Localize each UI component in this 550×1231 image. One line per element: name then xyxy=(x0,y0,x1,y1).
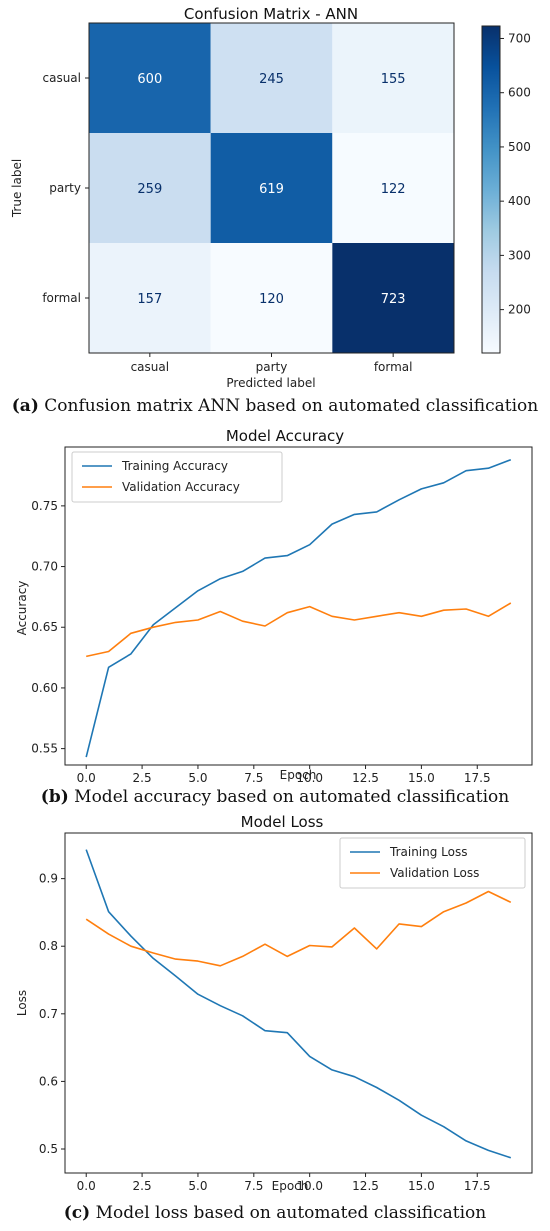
cm-ytick-label: formal xyxy=(42,291,81,305)
loss-ytick-label: 0.7 xyxy=(39,1007,58,1021)
confusion-matrix-panel: Confusion Matrix - ANN 600 245 155 259 619 12… xyxy=(0,0,550,425)
caption-b-text: Model accuracy based on automated classi… xyxy=(68,787,510,807)
accuracy-xtick-label: 12.5 xyxy=(352,771,379,785)
caption-a-tag: (a) xyxy=(11,396,39,416)
accuracy-ytick-label: 0.60 xyxy=(31,681,58,695)
colorbar-tick-label: 600 xyxy=(508,86,531,100)
accuracy-chart: Model Accuracy 0.0 2.5 5.0 7.5 10.0 12.5 15.0 1… xyxy=(15,427,533,785)
accuracy-xtick-label: 17.5 xyxy=(464,771,491,785)
colorbar-tick-label: 400 xyxy=(508,194,531,208)
loss-series-0-line xyxy=(85,849,512,1159)
cm-cell-formal-party xyxy=(210,243,333,353)
caption-b-tag: (b) xyxy=(40,787,69,807)
cm-cell-party-party xyxy=(210,133,333,243)
caption-b: (b) Model accuracy based on automated cl… xyxy=(0,787,550,807)
cm-cell-value: 723 xyxy=(381,292,406,307)
cm-cell-value: 259 xyxy=(137,182,162,197)
accuracy-ytick-label: 0.70 xyxy=(31,560,58,574)
cm-cell-value: 122 xyxy=(381,182,406,197)
cm-cell-value: 155 xyxy=(381,72,406,87)
confusion-matrix-chart: Confusion Matrix - ANN 600 245 155 259 619 12… xyxy=(10,5,531,390)
loss-title: Model Loss xyxy=(241,813,324,831)
accuracy-series-0-line xyxy=(85,458,512,758)
cm-cell-formal-casual xyxy=(89,243,211,353)
accuracy-xtick-label: 5.0 xyxy=(188,771,207,785)
caption-c-tag: (c) xyxy=(63,1203,91,1223)
cm-ylabel: True label xyxy=(10,159,24,218)
accuracy-panel: Model Accuracy 0.0 2.5 5.0 7.5 10.0 12.5 15.0 1… xyxy=(0,425,550,810)
colorbar-tick-label: 700 xyxy=(508,31,531,45)
accuracy-ytick-label: 0.75 xyxy=(31,499,58,513)
accuracy-ylabel: Accuracy xyxy=(15,581,29,636)
colorbar-tick-label: 500 xyxy=(508,140,531,154)
accuracy-legend: Training Accuracy Validation Accuracy xyxy=(71,451,283,503)
cm-xtick-label: party xyxy=(256,360,288,374)
loss-legend: Training Loss Validation Loss xyxy=(339,837,526,889)
accuracy-xtick-label: 10.0 xyxy=(296,771,323,785)
colorbar-tick-label: 300 xyxy=(508,248,531,262)
loss-ytick-label: 0.9 xyxy=(39,872,58,886)
accuracy-xlabel: Epoch xyxy=(280,768,317,782)
cm-cell-party-formal xyxy=(332,133,454,243)
cm-cell-casual-formal xyxy=(332,23,454,133)
loss-xtick-label: 17.5 xyxy=(464,1179,491,1193)
cm-xtick-label: casual xyxy=(131,360,170,374)
cm-ytick-label: party xyxy=(49,181,81,195)
loss-ytick-label: 0.6 xyxy=(39,1074,58,1088)
loss-xtick-label: 15.0 xyxy=(408,1179,435,1193)
cm-title: Confusion Matrix - ANN xyxy=(184,5,358,23)
loss-ylabel: Loss xyxy=(15,990,29,1016)
loss-chart: Model Loss 0.0 2.5 5.0 7.5 10.0 12.5 15.0 17.5 … xyxy=(15,813,533,1193)
cm-cell-value: 619 xyxy=(259,182,284,197)
accuracy-frame xyxy=(64,446,533,766)
loss-xtick-label: 10.0 xyxy=(296,1179,323,1193)
accuracy-xtick-label: 7.5 xyxy=(244,771,263,785)
colorbar xyxy=(481,25,501,354)
cm-cell-formal-formal xyxy=(332,243,454,353)
loss-xtick-label: 5.0 xyxy=(188,1179,207,1193)
loss-series-1-line xyxy=(85,890,512,967)
accuracy-legend-box xyxy=(71,451,283,503)
loss-ytick-label: 0.8 xyxy=(39,939,58,953)
loss-legend-box xyxy=(339,837,526,889)
loss-frame xyxy=(64,832,533,1174)
accuracy-xtick-label: 0.0 xyxy=(77,771,96,785)
loss-ytick-label: 0.5 xyxy=(39,1142,58,1156)
loss-xtick-label: 7.5 xyxy=(244,1179,263,1193)
cm-ytick-label: casual xyxy=(43,71,82,85)
accuracy-legend-training: Training Accuracy xyxy=(121,459,228,473)
accuracy-xtick-label: 2.5 xyxy=(133,771,152,785)
cm-cell-value: 600 xyxy=(137,72,162,87)
caption-a: (a) Confusion matrix ANN based on automa… xyxy=(0,396,550,416)
accuracy-xtick-label: 15.0 xyxy=(408,771,435,785)
cm-cell-value: 120 xyxy=(259,292,284,307)
accuracy-ytick-label: 0.65 xyxy=(31,620,58,634)
caption-c-text: Model loss based on automated classifica… xyxy=(90,1203,487,1223)
cm-cell-value: 157 xyxy=(137,292,162,307)
loss-panel: Model Loss 0.0 2.5 5.0 7.5 10.0 12.5 15.0 17.5 … xyxy=(0,810,550,1231)
cm-xlabel: Predicted label xyxy=(226,376,315,390)
accuracy-ytick-label: 0.55 xyxy=(31,742,58,756)
colorbar-tick-label: 200 xyxy=(508,303,531,317)
accuracy-legend-validation: Validation Accuracy xyxy=(122,480,240,494)
cm-cell-casual-party xyxy=(210,23,333,133)
loss-xlabel: Epoch xyxy=(272,1179,309,1193)
loss-xtick-label: 12.5 xyxy=(352,1179,379,1193)
loss-xtick-label: 0.0 xyxy=(77,1179,96,1193)
loss-xtick-label: 2.5 xyxy=(133,1179,152,1193)
cm-cell-casual-casual xyxy=(89,23,211,133)
loss-legend-training: Training Loss xyxy=(389,845,467,859)
accuracy-series-1-line xyxy=(86,602,512,658)
accuracy-title: Model Accuracy xyxy=(226,427,344,445)
caption-a-text: Confusion matrix ANN based on automated … xyxy=(38,396,539,416)
cm-cell-value: 245 xyxy=(259,72,284,87)
loss-legend-validation: Validation Loss xyxy=(390,866,479,880)
cm-cell-party-casual xyxy=(89,133,211,243)
cm-xtick-label: formal xyxy=(374,360,413,374)
caption-c: (c) Model loss based on automated classi… xyxy=(0,1203,550,1223)
